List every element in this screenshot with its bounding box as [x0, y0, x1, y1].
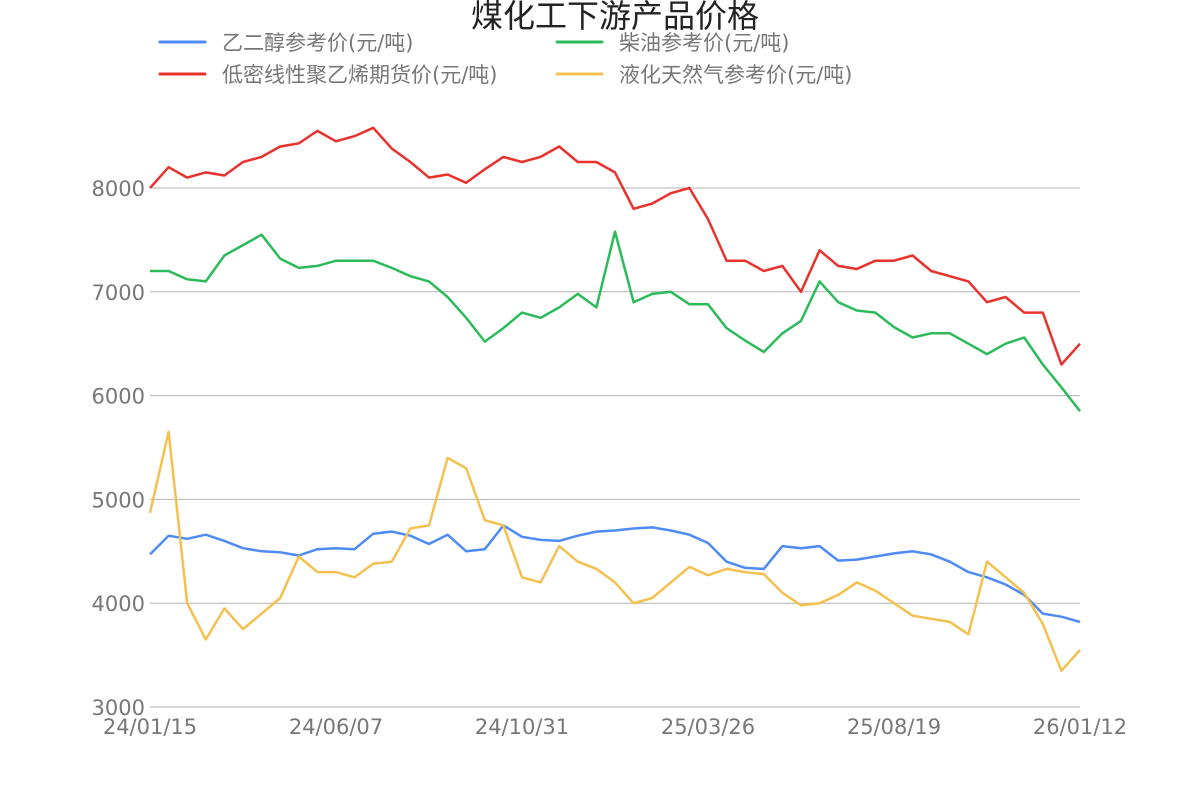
- series-line: [149, 524, 1081, 624]
- legend: 乙二醇参考价(元/吨) 柴油参考价(元/吨) 低密线性聚乙烯期货价(元/吨) 液化天然…: [158, 31, 852, 87]
- chart-title: 煤化工下游产品价格: [471, 0, 759, 35]
- x-tick-label: 25/08/19: [847, 715, 941, 739]
- legend-label: 低密线性聚乙烯期货价(元/吨): [222, 63, 497, 87]
- y-tick-label: 3000: [92, 696, 145, 720]
- legend-label: 液化天然气参考价(元/吨): [619, 63, 852, 87]
- legend-label: 乙二醇参考价(元/吨): [222, 31, 413, 55]
- series-line: [148, 430, 1081, 672]
- y-tick-label: 4000: [92, 592, 145, 616]
- x-tick-label: 24/10/31: [475, 715, 569, 739]
- y-tick-label: 6000: [92, 385, 145, 409]
- y-tick-label: 5000: [92, 488, 145, 512]
- x-axis-ticks: 24/01/15 24/06/07 24/10/31 25/03/26 25/08/19…: [103, 715, 1127, 739]
- series-lines: [148, 126, 1081, 672]
- x-tick-label: 25/03/26: [661, 715, 755, 739]
- x-tick-label: 24/01/15: [103, 715, 197, 739]
- legend-label: 柴油参考价(元/吨): [619, 31, 789, 55]
- y-axis-ticks: 3000 4000 5000 6000 7000 8000: [92, 177, 145, 720]
- gridlines: [150, 187, 1080, 708]
- x-tick-label: 26/01/12: [1033, 715, 1127, 739]
- series-line: [150, 230, 1081, 412]
- series-line: [149, 126, 1081, 366]
- y-tick-label: 8000: [92, 177, 145, 201]
- x-tick-label: 24/06/07: [289, 715, 383, 739]
- y-tick-label: 7000: [92, 281, 145, 305]
